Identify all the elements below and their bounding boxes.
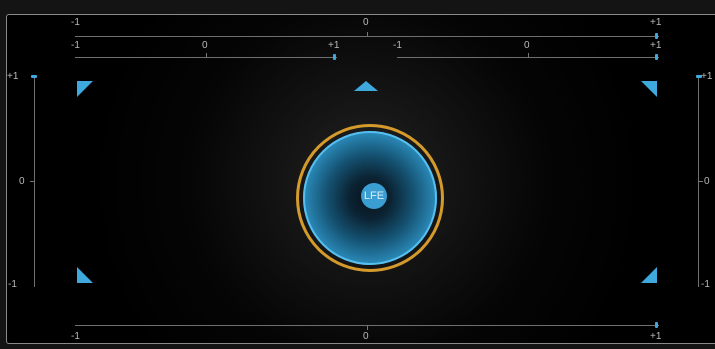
front-right-scale-handle[interactable] [655,54,658,60]
right-scale-handle[interactable] [696,75,702,78]
top-scale-max-label: +1 [650,17,662,28]
speaker-surround-left-icon[interactable] [77,267,93,283]
speaker-front-left-icon[interactable] [77,81,93,97]
front-left-scale-handle[interactable] [333,54,336,60]
left-scale-min-label: -1 [8,279,17,290]
front-right-scale-max-label: +1 [650,40,662,51]
right-scale-mid-label: 0 [704,176,710,187]
front-left-scale-max-label: +1 [328,40,340,51]
left-scale-mid-label: 0 [19,176,25,187]
right-scale-tick [698,181,703,182]
bottom-scale-mid-label: 0 [363,331,369,342]
bottom-scale-handle[interactable] [655,322,658,328]
top-scale-min-label: -1 [71,17,80,28]
right-scale-max-label: +1 [701,71,713,82]
front-right-scale-tick [528,53,529,58]
front-left-scale-tick [206,53,207,58]
lfe-button[interactable]: LFE [361,183,387,209]
left-scale-tick [30,181,35,182]
speaker-front-right-icon[interactable] [641,81,657,97]
right-scale-min-label: -1 [701,279,710,290]
front-right-scale-mid-label: 0 [524,40,530,51]
speaker-center-icon[interactable] [354,81,378,91]
top-scale-handle[interactable] [655,33,658,39]
front-left-scale-mid-label: 0 [202,40,208,51]
panner-divergence-ring[interactable] [296,124,444,272]
left-scale-max-label: +1 [7,71,19,82]
bottom-scale-min-label: -1 [71,331,80,342]
bottom-scale-max-label: +1 [650,331,662,342]
front-right-scale-min-label: -1 [393,40,402,51]
top-scale-mid-label: 0 [363,17,369,28]
top-scale-tick [367,32,368,37]
surround-panner[interactable]: -1 0 +1 -1 0 +1 -1 0 +1 +1 0 -1 +1 0 -1 … [6,14,715,344]
bottom-scale-tick [367,325,368,330]
speaker-surround-right-icon[interactable] [641,267,657,283]
front-left-scale-min-label: -1 [71,40,80,51]
left-scale-handle[interactable] [31,75,37,78]
